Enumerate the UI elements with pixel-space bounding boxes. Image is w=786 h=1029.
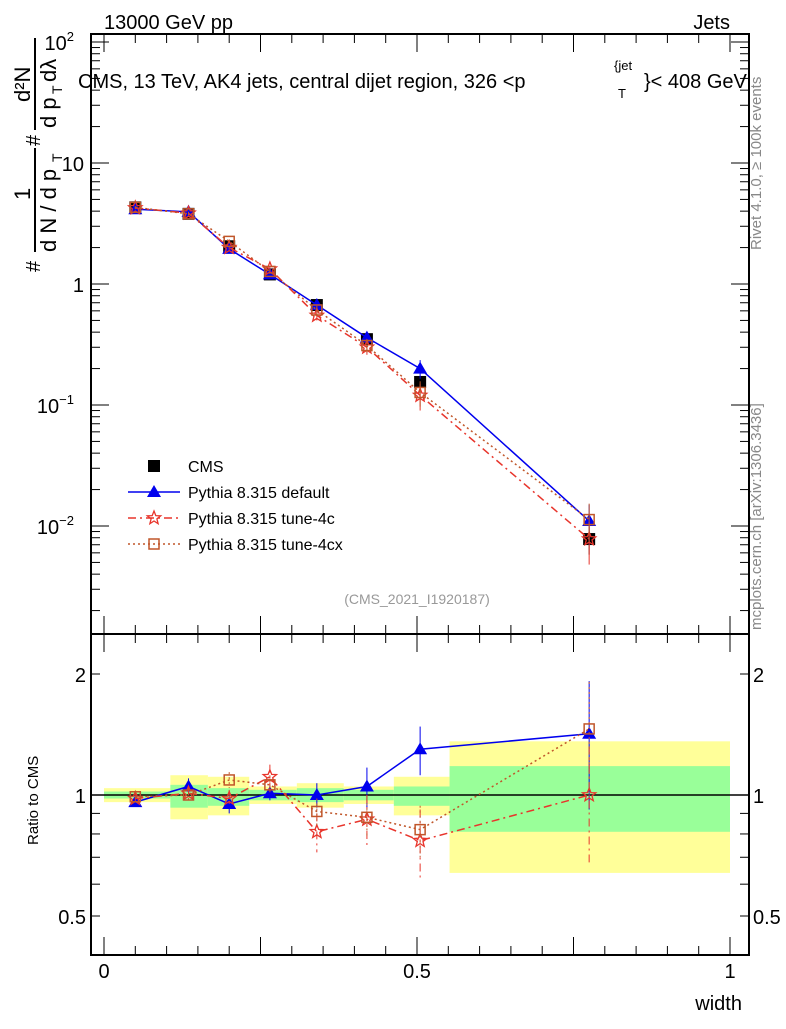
data-point-tune4cx <box>583 513 595 526</box>
y-tick-label-right: 2 <box>753 665 764 687</box>
ratio-point-tune4cx <box>182 789 195 801</box>
legend-label: Pythia 8.315 default <box>188 485 330 502</box>
legend-item-tune4cx: Pythia 8.315 tune-4cx <box>128 537 343 554</box>
ratio-point-tune4cx <box>414 823 426 836</box>
ratio-point-tune4cx <box>361 811 373 824</box>
ratio-point-default <box>413 742 428 755</box>
y-tick-exp: −1 <box>59 392 74 407</box>
data-point-tune4cx <box>414 386 426 399</box>
title-sub: T <box>618 86 626 101</box>
data-point-tune4cx <box>182 208 195 220</box>
plot-title: CMS, 13 TeV, AK4 jets, central dijet reg… <box>78 58 748 101</box>
side-label-mcplots: mcplots.cern.ch [arXiv:1306.3436] <box>748 403 765 630</box>
ratio-y-label: Ratio to CMS <box>25 756 42 845</box>
legend-label: Pythia 8.315 tune-4c <box>188 511 335 528</box>
ratio-point-tune4cx <box>223 774 235 786</box>
legend-marker <box>148 460 160 472</box>
y-label-num1: 1 <box>10 188 35 200</box>
y-tick-label: 1 <box>75 786 86 808</box>
data-point-default <box>309 298 324 311</box>
header-left: 13000 GeV pp <box>104 12 233 34</box>
ratio-point-tune4cx <box>129 791 142 803</box>
y-label-hash: # <box>23 260 45 272</box>
y-label-den2: d p <box>36 97 61 128</box>
series-tune4cx <box>129 201 595 543</box>
ratio-point-tune4cx <box>583 723 595 735</box>
title-sup: {jet <box>614 58 632 73</box>
band-inner <box>393 786 450 806</box>
ratio-point-default <box>359 779 374 792</box>
y-tick-label: 102 <box>45 29 74 55</box>
ratio-series-tune4cx <box>129 682 595 858</box>
y-label-den2-sub: T <box>49 85 65 94</box>
y-tick-label: 10 <box>62 154 84 176</box>
ratio-point-tune4c <box>220 789 238 806</box>
uncertainty-bands <box>104 741 730 873</box>
data-point-tune4cx <box>264 265 276 278</box>
annotation: (CMS_2021_I1920187) <box>344 591 490 607</box>
x-tick-label: 0 <box>98 961 109 983</box>
title-tail: }< 408 GeV <box>644 71 748 93</box>
legend-marker <box>147 485 161 497</box>
y-tick-label: 0.5 <box>58 907 86 929</box>
y-tick-label: 2 <box>75 665 86 687</box>
legend-label: CMS <box>188 459 224 476</box>
y-label-den1-sub: T <box>49 153 65 162</box>
x-tick-label: 1 <box>724 961 735 983</box>
data-point-tune4cx <box>311 304 323 316</box>
y-tick-label: 10−2 <box>37 513 74 539</box>
series-line-tune4c <box>135 207 590 540</box>
ratio-point-default <box>262 786 277 799</box>
legend: CMS Pythia 8.315 default Pythia 8.315 tune… <box>128 459 343 554</box>
y-tick-label-right: 1 <box>753 786 764 808</box>
y-tick-exp: 2 <box>67 29 74 44</box>
ratio-point-tune4cx <box>311 805 323 818</box>
legend-item-cms: CMS <box>148 459 224 476</box>
ratio-point-tune4c <box>308 822 326 839</box>
side-label-rivet: Rivet 4.1.0, ≥ 100k events <box>748 77 765 250</box>
data-point-tune4cx <box>361 339 373 352</box>
y-label-num2: d²N <box>10 67 35 102</box>
ratio-line-tune4cx <box>135 728 590 831</box>
y-axis-label: # 1 d N / d p T # d²N d p T dλ <box>10 38 65 272</box>
plot-frame <box>90 633 750 956</box>
ratio-line-tune4c <box>135 775 590 842</box>
y-tick-label: 10−1 <box>37 392 74 418</box>
main-panel: 10−2 10−1 1 10 102 <box>37 29 750 635</box>
ratio-point-default <box>309 788 324 800</box>
data-point-tune4cx <box>223 235 235 248</box>
y-tick-exp: −2 <box>59 513 74 528</box>
title-main: CMS, 13 TeV, AK4 jets, central dijet reg… <box>78 71 526 93</box>
y-tick-label-right: 0.5 <box>753 907 781 929</box>
data-point-tune4cx <box>129 201 142 214</box>
x-tick-label: 0.5 <box>403 961 431 983</box>
header-right: Jets <box>693 12 730 34</box>
data-point-default <box>413 361 428 374</box>
legend-item-default: Pythia 8.315 default <box>128 485 330 502</box>
y-label-hash2: # <box>23 134 45 146</box>
legend-label: Pythia 8.315 tune-4cx <box>188 537 343 554</box>
legend-marker <box>148 538 160 550</box>
y-label-den2b: dλ <box>36 59 61 82</box>
legend-item-tune4c: Pythia 8.315 tune-4c <box>128 509 335 528</box>
y-tick-label: 1 <box>73 275 84 297</box>
ratio-panel: 0.5 0.5 1 1 2 2 0 0.5 1 <box>58 633 781 983</box>
legend-marker <box>145 509 163 526</box>
y-label-den1: d N / d p <box>36 169 61 252</box>
ratio-point-tune4cx <box>264 779 276 791</box>
ratio-point-tune4c <box>411 831 429 848</box>
ratio-point-tune4c <box>580 786 598 803</box>
x-axis-label: width <box>694 993 742 1015</box>
series-line-tune4cx <box>135 206 590 521</box>
ratio-line-default <box>135 733 590 805</box>
data-point-default <box>359 330 374 343</box>
